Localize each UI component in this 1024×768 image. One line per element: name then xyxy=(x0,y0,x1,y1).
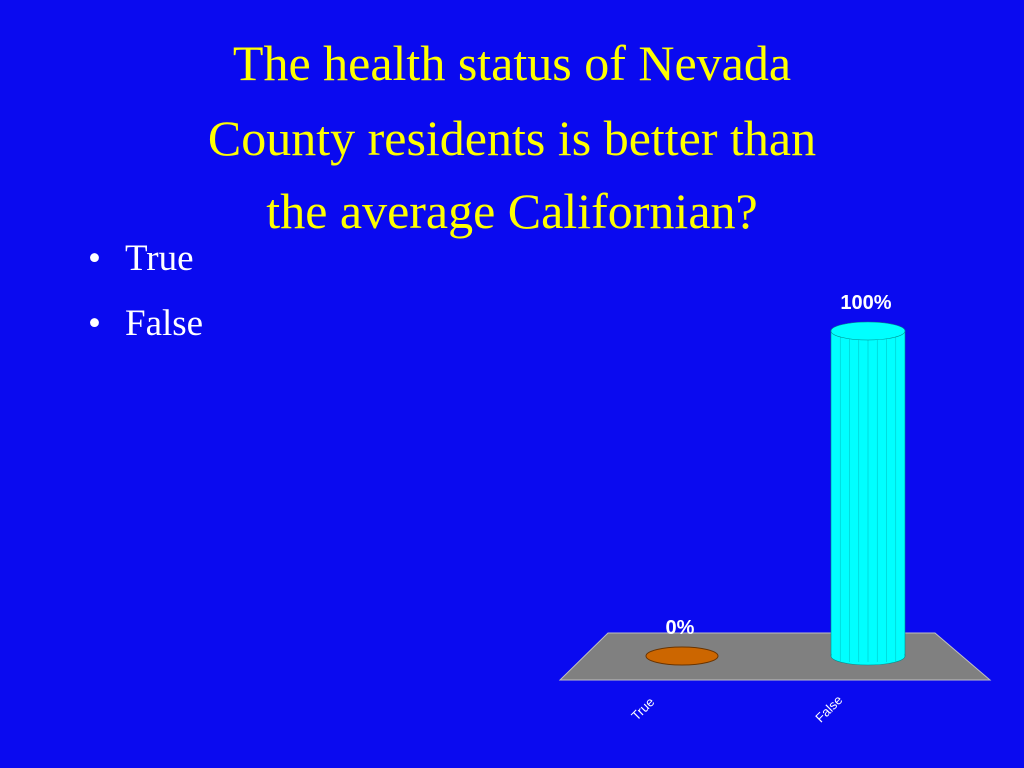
bar xyxy=(645,646,719,666)
chart-floor xyxy=(558,632,992,681)
value-label: 0% xyxy=(666,617,695,639)
bar-top xyxy=(830,321,906,341)
bullet-dot: • xyxy=(88,303,101,344)
bullet-text: True xyxy=(125,238,194,279)
title-line: County residents is better than xyxy=(208,110,816,166)
title-line: The health status of Nevada xyxy=(233,35,791,91)
bullet-dot: • xyxy=(88,238,101,279)
value-label: 100% xyxy=(840,292,891,314)
title-line: the average Californian? xyxy=(266,183,757,239)
bar xyxy=(830,321,906,666)
bullet-text: False xyxy=(125,303,203,344)
bar-top xyxy=(645,646,719,666)
